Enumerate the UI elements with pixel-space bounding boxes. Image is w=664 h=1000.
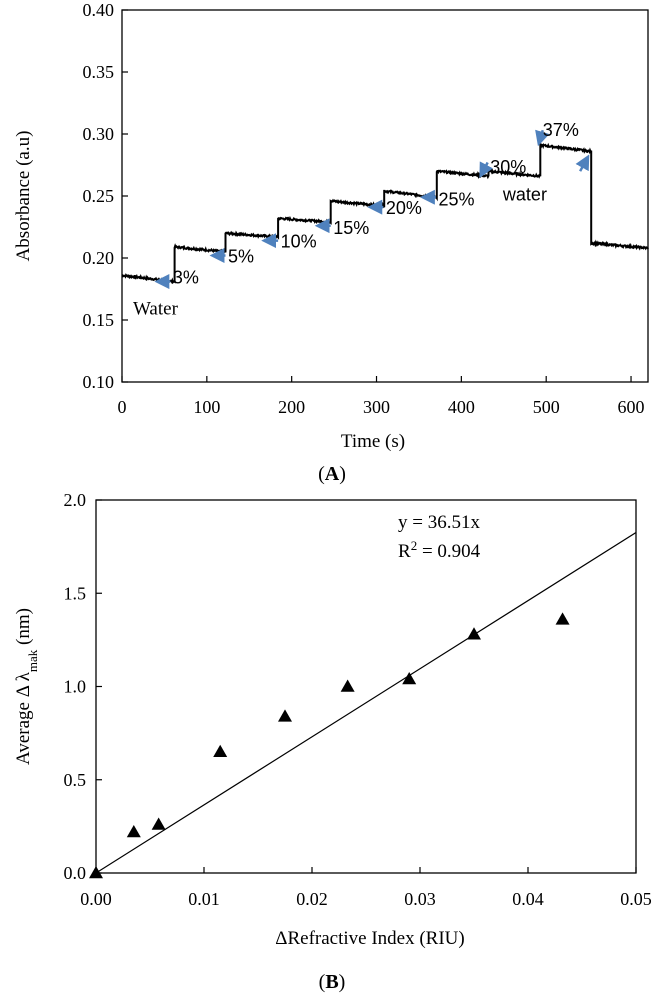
chart-b-x-tick-label: 0.05 [620,889,652,909]
chart-b-y-ticks: 0.0 0.5 1.0 1.5 2.0 [64,490,102,883]
chart-a-annotation-label: Water [133,299,179,320]
chart-a-annotations: Water 3% 5% 10% 15% 20% 25% 30% 37% water [133,120,590,320]
chart-a-annotation-label: 30% [490,157,526,177]
chart-b-y-axis-label: Average Δ λmak (nm) [13,608,40,765]
chart-a-x-tick-label: 200 [278,397,305,417]
chart-b-point [555,612,570,625]
chart-a-y-tick-label: 0.25 [83,186,115,206]
chart-b-point [126,824,141,838]
chart-b-point [151,817,166,830]
chart-b-r-squared-prefix: R [398,541,411,562]
chart-b-y-tick-label: 1.5 [64,583,87,603]
chart-a-x-axis-label: Time (s) [341,431,405,452]
chart-a-annotation-label: 20% [386,198,422,218]
chart-b-x-axis-label: ΔRefractive Index (RIU) [275,928,464,949]
chart-a-y-tick-label: 0.40 [83,0,115,20]
chart-a-panel-close: ) [339,463,346,485]
chart-b-r-squared-sup: 2 [411,538,418,553]
chart-b-panel-label: (B) [319,971,346,993]
chart-a-x-ticks: 0 100 200 300 400 500 600 [118,376,645,417]
chart-a-y-tick-label: 0.20 [83,248,115,268]
chart-a-annotation-label: 10% [281,232,317,252]
chart-b-y-axis-label-sub: mak [25,649,40,672]
chart-b-x-tick-label: 0.01 [188,889,220,909]
chart-a-y-axis-label: Absorbance (a.u) [13,131,34,262]
chart-a-y-tick-label: 0.10 [83,372,115,392]
chart-a-annotation-label: 15% [333,218,369,238]
chart-a-x-tick-label: 600 [618,397,645,417]
chart-b-point [402,672,417,685]
chart-a-annotation-arrow [575,154,590,172]
chart-a-y-tick-label: 0.30 [83,124,115,144]
chart-a-panel-open: ( [318,463,325,485]
chart-b-y-axis-label-main: Average Δ λ [13,671,34,765]
chart-a-y-tick-label: 0.15 [83,310,115,330]
chart-b-trendline [95,532,637,874]
chart-b-point [467,627,481,640]
chart-b-x-tick-label: 0.02 [296,889,328,909]
chart-b-x-ticks: 0.00 0.01 0.02 0.03 0.04 0.05 [80,867,652,909]
chart-a-annotation-arrow [479,161,494,179]
chart-b-x-tick-label: 0.04 [512,889,544,909]
chart-a-y-tick-label: 0.35 [83,62,115,82]
chart-a-annotation-label: 5% [228,247,254,267]
chart-a-x-tick-label: 500 [533,397,560,417]
chart-a-x-tick-label: 400 [448,397,475,417]
chart-b-point [89,866,103,879]
chart-a-annotation-arrow [535,129,550,147]
chart-b-equation: y = 36.51x [398,512,480,533]
chart-a-x-tick-label: 0 [118,397,127,417]
chart-b: 0.0 0.5 1.0 1.5 2.0 0.00 0.01 0.02 0.03 0.04 0.05… [13,490,652,993]
chart-b-plot-frame [95,499,637,874]
chart-b-point [340,679,355,692]
chart-b-y-tick-label: 2.0 [64,490,87,510]
chart-b-r-squared: R2 = 0.904 [398,538,481,563]
chart-b-x-tick-label: 0.03 [404,889,436,909]
chart-a-panel-label: (A) [318,463,346,485]
chart-a-y-ticks: 0.10 0.15 0.20 0.25 0.30 0.35 0.40 [83,0,128,392]
chart-a-panel-letter: A [325,463,340,485]
chart-b-panel-letter: B [325,971,338,993]
chart-b-panel-close: ) [339,971,346,993]
chart-b-point [213,744,228,758]
chart-a-annotation-label: 25% [438,189,474,209]
chart-a: 0.10 0.15 0.20 0.25 0.30 0.35 0.40 0 100 200 300 4… [13,0,649,485]
chart-a-annotation-label: 37% [543,120,579,140]
chart-a-x-tick-label: 100 [193,397,220,417]
chart-b-r-squared-value: = 0.904 [417,541,480,562]
chart-b-points [89,612,570,879]
chart-b-y-tick-label: 0.0 [64,863,87,883]
chart-b-panel-open: ( [319,971,326,993]
chart-b-point [278,709,292,722]
chart-a-annotation-label: 3% [173,268,199,288]
chart-b-y-tick-label: 0.5 [64,770,87,790]
chart-a-annotation-label: water [502,185,547,205]
chart-a-x-tick-label: 300 [363,397,390,417]
chart-b-y-tick-label: 1.0 [64,677,87,697]
chart-b-y-axis-label-tail: (nm) [13,608,34,650]
chart-b-x-tick-label: 0.00 [80,889,112,909]
